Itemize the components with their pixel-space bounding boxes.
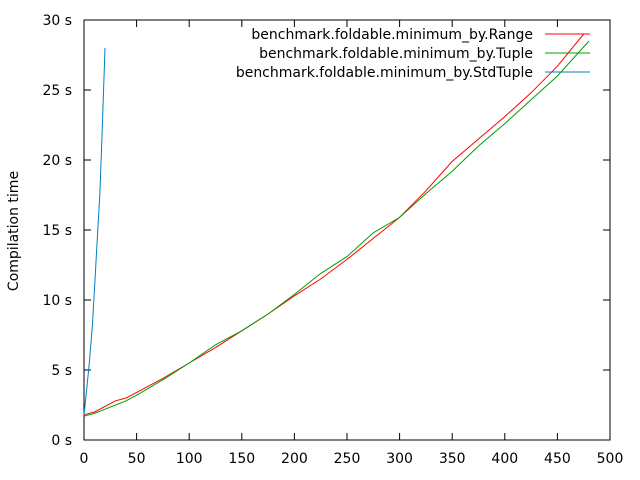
x-tick-label: 0 (80, 451, 89, 467)
y-tick-label: 5 s (51, 363, 72, 379)
y-tick-label: 25 s (42, 83, 72, 99)
x-tick-label: 200 (281, 451, 308, 467)
series-line-3 (83, 47, 106, 415)
legend-label-1: benchmark.foldable.minimum_by.Range (251, 27, 533, 43)
plot-frame (83, 19, 611, 441)
series-line-1 (83, 33, 585, 416)
axes: 0 50 100 150 200 250 300 350 400 450 500 0 s 5 s 10 s… (42, 13, 623, 467)
y-tick-label: 0 s (51, 433, 72, 449)
legend-label-3: benchmark.foldable.minimum_by.StdTuple (236, 65, 533, 81)
x-tick-label: 100 (176, 451, 203, 467)
x-tick-label: 50 (128, 451, 146, 467)
x-tick-label: 400 (491, 451, 518, 467)
x-tick-label: 350 (439, 451, 466, 467)
x-tick-label: 150 (228, 451, 255, 467)
x-tick-label: 250 (334, 451, 361, 467)
legend: benchmark.foldable.minimum_by.Rangebench… (236, 27, 590, 81)
y-tick-label: 20 s (42, 153, 72, 169)
y-tick-label: 30 s (42, 13, 72, 29)
series-layer (83, 33, 590, 417)
y-tick-label: 15 s (42, 223, 72, 239)
legend-label-2: benchmark.foldable.minimum_by.Tuple (259, 46, 533, 62)
series-line-2 (83, 40, 590, 417)
x-tick-label: 300 (386, 451, 413, 467)
x-tick-label: 500 (597, 451, 624, 467)
x-tick-label: 450 (544, 451, 571, 467)
y-tick-label: 10 s (42, 293, 72, 309)
y-axis-label: Compilation time (6, 171, 22, 291)
